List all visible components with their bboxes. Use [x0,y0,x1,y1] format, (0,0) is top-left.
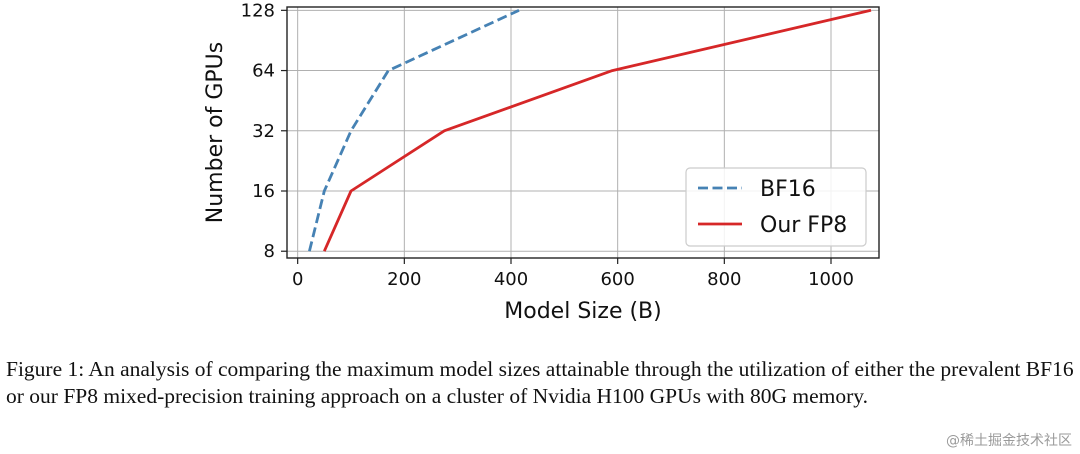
x-tick-label: 800 [707,269,741,290]
x-tick-label: 0 [292,269,303,290]
watermark: @稀土掘金技术社区 [946,433,1072,449]
y-tick-label: 64 [252,61,275,82]
legend-label-bf16: BF16 [760,177,816,202]
y-tick-label: 8 [264,241,275,262]
series-line-bf16 [308,9,520,252]
plot-frame [286,6,880,259]
x-tick-label: 200 [387,269,421,290]
y-tick-label: 16 [252,181,275,202]
x-axis-title: Model Size (B) [504,299,661,324]
series-line-fp8 [323,8,872,252]
line-chart: 0 200 400 600 800 1000 8 16 32 64 128 Model Size (… [203,0,880,324]
figure-caption: Figure 1: An analysis of comparing the m… [6,357,1074,408]
x-tick-label: 400 [494,269,528,290]
y-tick-label: 128 [241,0,275,21]
y-tick-label: 32 [252,121,275,142]
legend-label-fp8: Our FP8 [760,213,847,238]
series-lines [308,8,872,252]
legend: BF16 Our FP8 [685,167,867,247]
x-tick-label: 1000 [808,269,854,290]
y-axis-title: Number of GPUs [203,42,228,223]
x-tick-label: 600 [600,269,634,290]
axis-ticks: 0 200 400 600 800 1000 8 16 32 64 128 [241,0,854,290]
grid-lines [287,7,879,258]
